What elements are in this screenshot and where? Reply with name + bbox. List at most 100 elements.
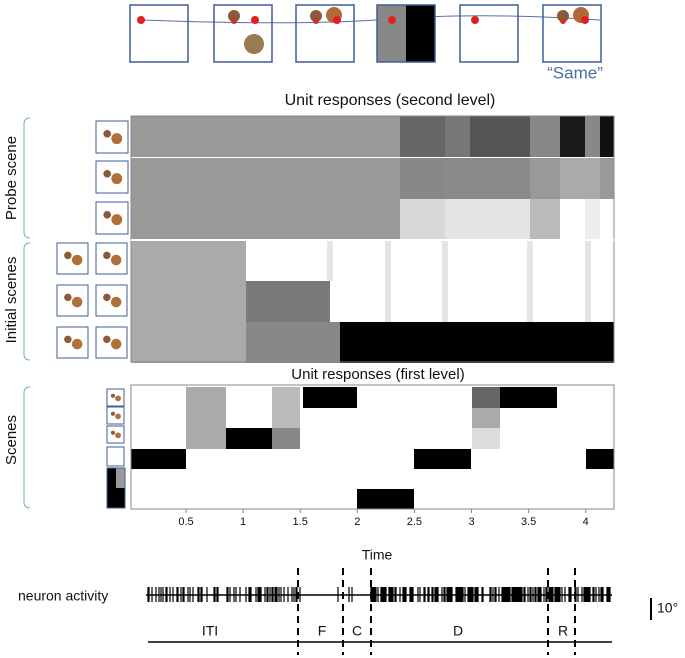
stimulus-box (213, 4, 273, 63)
scene-icon-mark (103, 210, 112, 219)
scene-icon-mark (111, 214, 123, 226)
heat-edge (442, 240, 448, 322)
timeline (141, 15, 601, 24)
heat-cell (400, 199, 445, 240)
heat-cell (530, 116, 560, 157)
scene-icon-mark (110, 254, 122, 266)
heat-cell (186, 387, 226, 449)
scene-icon-mark (115, 432, 121, 439)
epoch-label: ITI (202, 623, 218, 639)
heat-cell (560, 199, 585, 240)
x-tick-label: 1.5 (293, 516, 308, 528)
fixation-frame (377, 5, 406, 62)
epoch-label: R (558, 623, 568, 639)
scene-icon-mark (64, 293, 72, 302)
x-tick-label: 4 (583, 516, 589, 528)
heat-cell (585, 116, 600, 157)
scene-icon (106, 446, 125, 467)
scene-icon-mark (110, 411, 115, 416)
heat-cell (131, 116, 400, 157)
group-label: Probe scene (3, 136, 20, 220)
heat-cell (600, 199, 614, 240)
scene-icon-mark (71, 338, 83, 350)
stimulus-box (459, 4, 519, 63)
x-tick-label: 0.5 (178, 516, 193, 528)
heat-cell (445, 199, 530, 240)
scene-icon-mark (115, 413, 121, 420)
heat-cell (131, 240, 246, 281)
heat-cell (246, 240, 614, 281)
group-label: Initial scenes (3, 257, 20, 344)
fixation-dot (137, 16, 145, 24)
heat-cell (472, 387, 500, 408)
scene-icon-mark (103, 293, 111, 302)
epoch-label: F (318, 623, 327, 639)
heat-cell (600, 158, 614, 199)
heat-cell (585, 199, 600, 240)
heat-cell (131, 322, 246, 363)
bracket (23, 386, 31, 509)
heat-cell (414, 449, 471, 469)
bracket (23, 117, 31, 239)
heat-cell (600, 116, 614, 157)
heat-cell (445, 158, 530, 199)
heat-edge (327, 240, 333, 281)
bird-icon (228, 10, 240, 22)
trace-label: neuron activity (18, 588, 108, 604)
heat-cell (303, 387, 357, 408)
epoch-label: D (453, 623, 463, 639)
stimulus-box (129, 4, 189, 63)
heat-cell (445, 116, 470, 157)
bird-icon (310, 10, 322, 22)
scene-icon-mark (103, 251, 111, 260)
scene-icon (116, 468, 125, 488)
heat-edge (585, 240, 591, 322)
bird-icon (560, 18, 566, 24)
heat-cell (586, 449, 614, 469)
fixation-frame (406, 5, 435, 62)
scene-icon-mark (115, 395, 121, 402)
heat-cell (560, 116, 585, 157)
epoch-label: C (352, 623, 362, 639)
bird-icon (313, 18, 319, 24)
scene-icon-mark (111, 173, 123, 185)
x-tick-label: 2 (354, 516, 360, 528)
first-level-title: Unit responses (first level) (291, 366, 464, 383)
response-label: “Same” (547, 63, 603, 82)
stimulus-box (542, 4, 602, 63)
second-level-title: Unit responses (second level) (285, 92, 496, 109)
scene-icon-mark (64, 335, 72, 344)
scene-icon-mark (71, 254, 83, 266)
x-tick-label: 3.5 (521, 516, 536, 528)
heat-edge (527, 240, 533, 322)
heat-cell (246, 281, 330, 322)
fixation-dot (581, 16, 589, 24)
scene-icon-mark (110, 393, 115, 398)
scene-icon (106, 467, 126, 509)
heatmap-frame (130, 384, 615, 510)
x-label: Time (362, 547, 393, 563)
heat-cell (226, 428, 272, 449)
fixation-dot (388, 16, 396, 24)
bird-icon (557, 10, 569, 22)
heat-cell (530, 158, 560, 199)
heat-cell (500, 387, 557, 408)
heat-cell (472, 428, 500, 449)
heat-cell (530, 199, 560, 240)
scene-icon-mark (71, 296, 83, 308)
heat-cell (131, 158, 400, 199)
scene-icon-mark (103, 129, 112, 138)
scene-icon-mark (103, 335, 111, 344)
row-label: Scenes (3, 415, 20, 465)
x-tick-label: 2.5 (407, 516, 422, 528)
scene-icon-mark (110, 296, 122, 308)
heat-cell (472, 408, 500, 428)
fixation-dot (471, 16, 479, 24)
seed-icon (244, 34, 264, 54)
heat-cell (131, 449, 186, 469)
stimulus-box (295, 4, 355, 63)
heat-cell (246, 322, 340, 363)
scene-icon-mark (110, 430, 115, 435)
heat-cell (131, 199, 400, 240)
scene-icon (107, 468, 116, 508)
